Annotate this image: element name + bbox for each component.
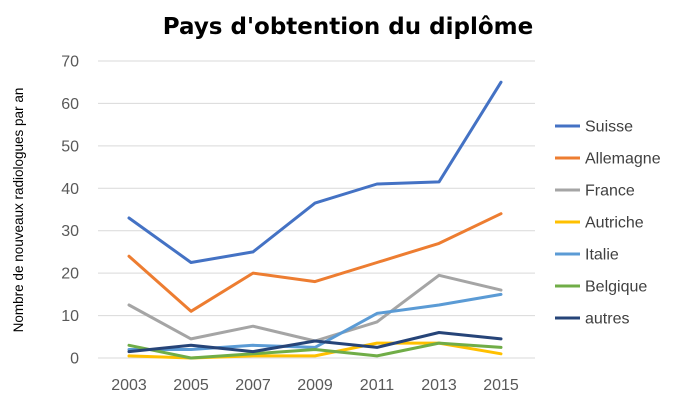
legend-item: Allemagne	[555, 151, 661, 168]
y-tick-label: 20	[61, 266, 79, 283]
y-tick-label: 30	[61, 223, 79, 240]
series-lines	[127, 80, 503, 360]
legend-item: Italie	[555, 247, 619, 264]
series-line-suisse	[127, 80, 503, 264]
x-tick-label: 2015	[483, 377, 519, 394]
legend: Suisse Allemagne France Autriche Italie Belgi…	[555, 119, 661, 328]
y-tick-label: 10	[61, 308, 79, 325]
legend-label: Italie	[585, 247, 619, 264]
legend-label: Suisse	[585, 119, 633, 136]
y-tick-label: 0	[70, 351, 79, 368]
legend-label: Allemagne	[585, 151, 661, 168]
legend-item: Belgique	[555, 279, 647, 296]
gridlines	[98, 60, 535, 359]
chart-title: Pays d'obtention du diplôme	[163, 14, 533, 40]
legend-item: Suisse	[555, 119, 633, 136]
series-line-italie	[127, 292, 503, 351]
x-tick-label: 2005	[173, 377, 209, 394]
legend-item: Autriche	[555, 215, 644, 232]
y-tick-label: 50	[61, 138, 79, 155]
x-tick-label: 2013	[421, 377, 457, 394]
x-tick-label: 2003	[111, 377, 147, 394]
y-axis-label: Nombre de nouveaux radiologues par an	[11, 88, 26, 333]
series-line-allemagne	[127, 212, 503, 313]
legend-item: autres	[555, 311, 629, 328]
y-tick-label: 70	[61, 54, 79, 71]
x-tick-label: 2011	[360, 377, 395, 394]
legend-item: France	[555, 183, 635, 200]
x-tick-label: 2007	[235, 377, 271, 394]
y-tick-label: 60	[61, 96, 79, 113]
y-axis-ticks: 0 10 20 30 40 50 60 70	[61, 54, 79, 368]
legend-label: autres	[585, 311, 629, 328]
legend-label: Autriche	[585, 215, 644, 232]
x-tick-label: 2009	[297, 377, 333, 394]
legend-label: France	[585, 183, 635, 200]
x-axis-ticks: 2003 2005 2007 2009 2011 2013 2015	[111, 377, 519, 394]
series-line-france	[127, 273, 503, 343]
y-tick-label: 40	[61, 181, 79, 198]
series-line-autres	[127, 331, 503, 354]
series-line-belgique	[127, 341, 503, 360]
legend-label: Belgique	[585, 279, 647, 296]
